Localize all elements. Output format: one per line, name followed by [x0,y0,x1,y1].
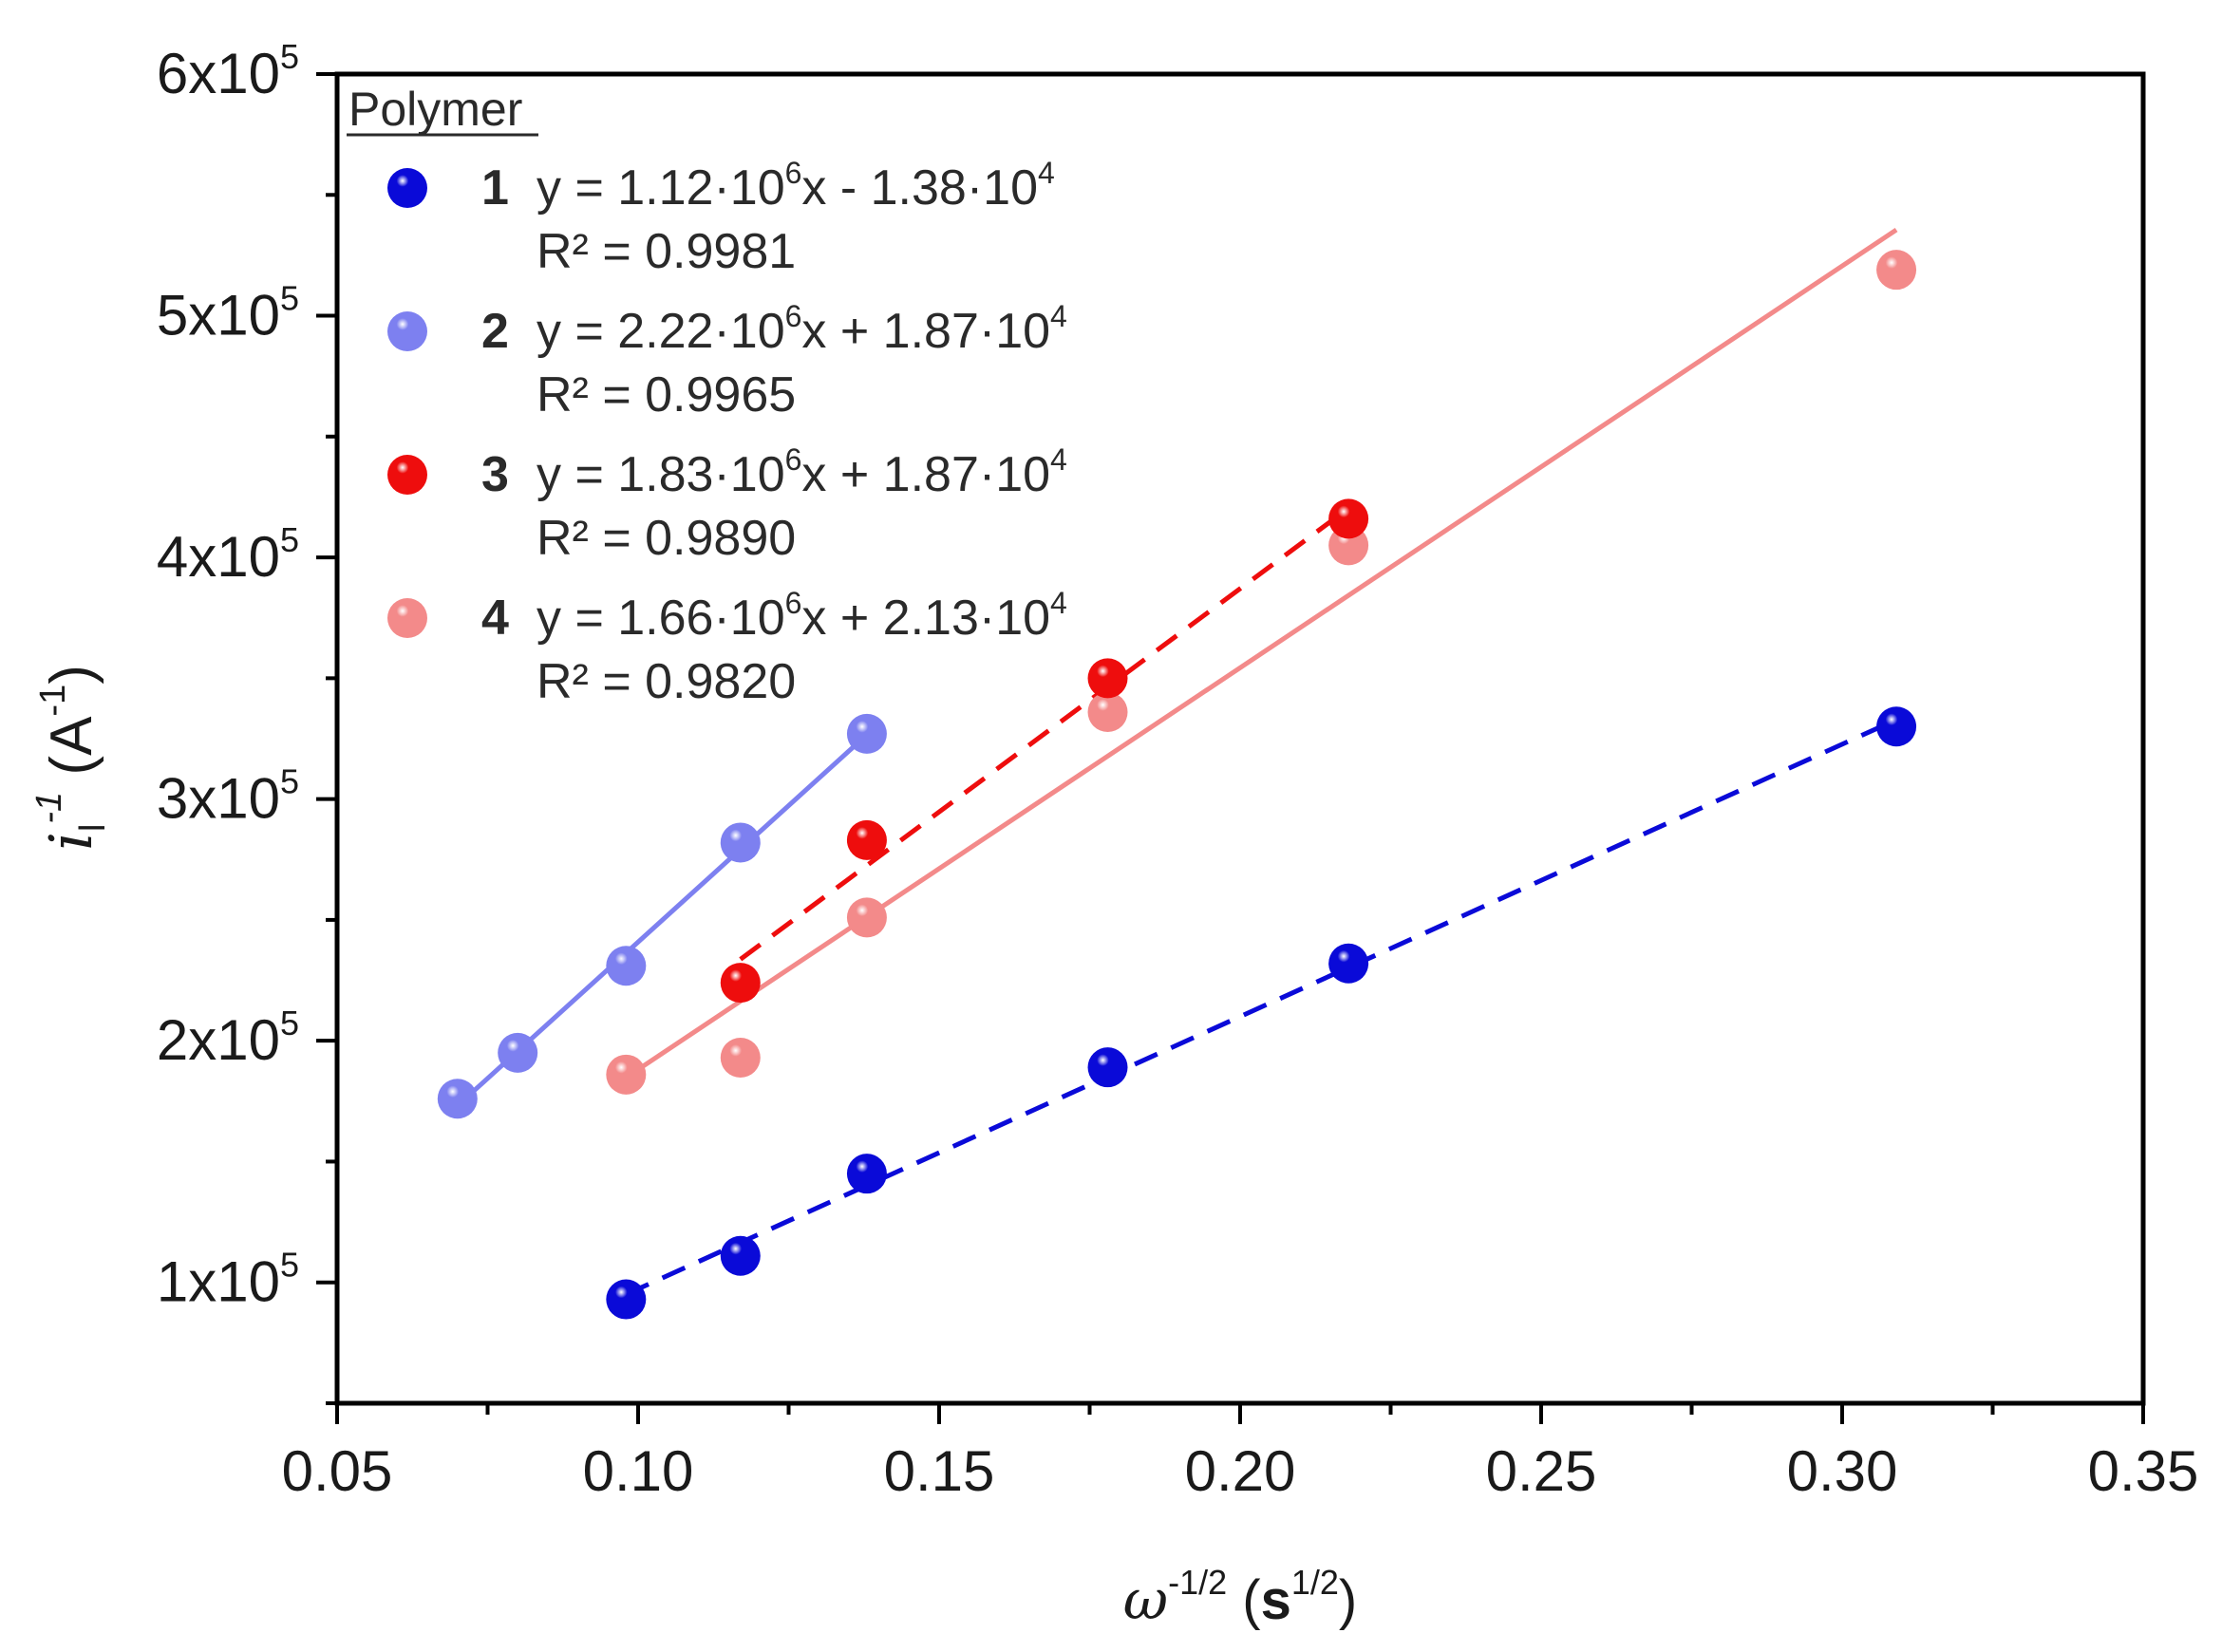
y-axis-title: il-1 (A-1) [29,665,113,851]
legend-series-number: 4 [481,591,509,646]
data-point-series-4 [606,1054,647,1095]
data-point-series-1 [846,1154,887,1194]
axis-labels: 0.05 0.10 0.15 0.20 0.25 0.30 0.35 1x105 2x105 3x… [29,37,2198,1632]
fit-line-series-3 [739,506,1350,962]
x-tick-label: 0.35 [2088,1439,2199,1503]
data-point-series-4 [846,897,887,938]
y-tick-label: 2x105 [157,1004,299,1072]
legend-marker-series-4 [387,598,427,638]
legend-title: Polymer [348,83,522,136]
axis-ticks [316,72,2145,1424]
data-point-series-1 [1328,943,1369,984]
data-point-series-2 [437,1079,478,1119]
x-tick-label: 0.20 [1185,1439,1296,1503]
data-point-series-3 [1328,498,1369,539]
y-tick-label: 4x105 [157,520,299,589]
data-point-series-2 [606,946,647,986]
legend-equation: y = 1.66·106x + 2.13·104 [537,586,1067,646]
data-point-series-1 [1087,1047,1128,1088]
x-tick-label: 0.25 [1486,1439,1597,1503]
y-tick-label: 5x105 [157,279,299,347]
data-point-series-3 [720,963,761,1004]
legend-equation: y = 2.22·106x + 1.87·104 [537,299,1067,359]
data-point-series-4 [1087,692,1128,732]
data-point-series-4 [720,1038,761,1078]
data-point-series-2 [846,713,887,754]
data-point-series-3 [846,819,887,860]
y-tick-label: 3x105 [157,762,299,831]
legend-equation: y = 1.12·106x - 1.38·104 [537,156,1055,216]
x-tick-label: 0.15 [884,1439,995,1503]
legend-series-number: 2 [481,304,509,359]
legend-marker-series-2 [387,311,427,351]
legend-marker-series-3 [387,455,427,495]
legend-series-number: 1 [481,160,509,216]
legend-r-squared: R² = 0.9965 [537,367,796,422]
y-tick-label: 6x105 [157,37,299,105]
legend: Polymer 1 y = 1.12·106x - 1.38·104 R² = 0.9… [347,83,1067,709]
data-point-series-1 [1876,706,1917,747]
legend-marker-series-1 [387,168,427,208]
x-axis-title: ω-1/2 (s1/2) [1123,1563,1357,1632]
data-point-series-2 [498,1032,538,1073]
legend-r-squared: R² = 0.9981 [537,224,796,279]
data-point-series-2 [720,822,761,863]
fit-line-series-1 [625,717,1898,1297]
data-point-series-1 [606,1279,647,1320]
legend-r-squared: R² = 0.9820 [537,654,796,709]
y-tick-label: 1x105 [157,1246,299,1314]
legend-series-number: 3 [481,447,509,502]
data-point-series-1 [720,1235,761,1276]
fit-line-series-4 [624,227,1898,1080]
legend-equation: y = 1.83·106x + 1.87·104 [537,442,1067,502]
data-point-series-3 [1087,658,1128,699]
legend-r-squared: R² = 0.9890 [537,511,796,566]
x-tick-label: 0.10 [583,1439,694,1503]
x-tick-label: 0.05 [282,1439,393,1503]
x-tick-label: 0.30 [1787,1439,1898,1503]
data-point-series-4 [1876,250,1917,291]
data-points [437,250,1917,1320]
